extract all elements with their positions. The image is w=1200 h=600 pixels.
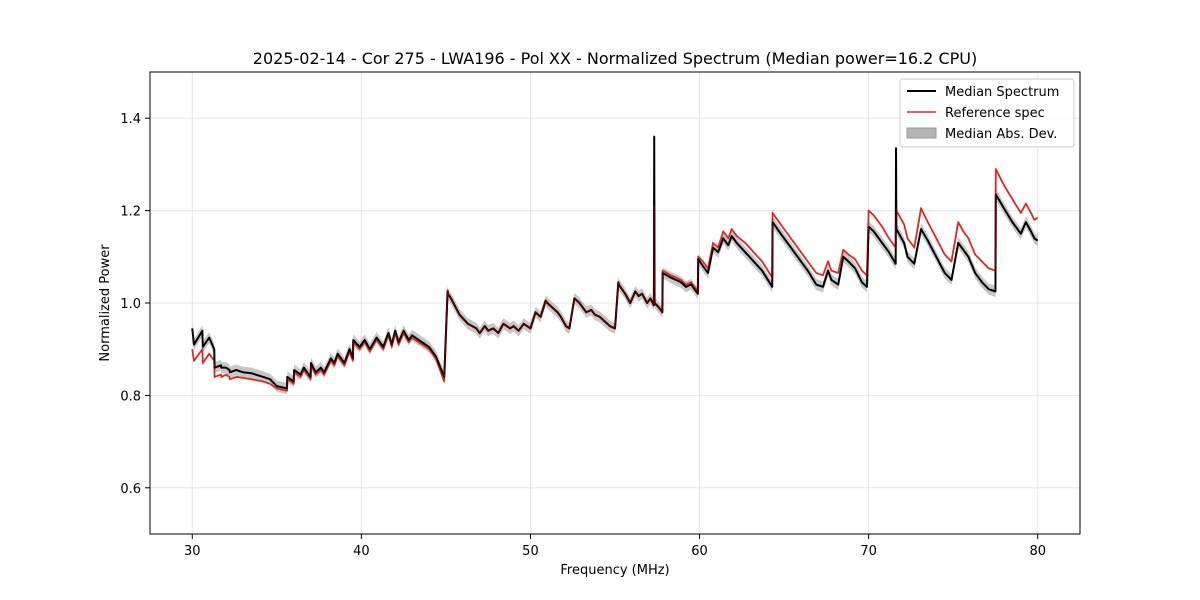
- legend: Median Spectrum Reference spec Median Ab…: [899, 78, 1075, 148]
- y-tick-label: 1.2: [120, 205, 141, 220]
- x-axis-label: Frequency (MHz): [560, 563, 669, 578]
- legend-label-mad: Median Abs. Dev.: [945, 127, 1057, 142]
- x-tick-label: 70: [860, 544, 877, 559]
- reference-line: [191, 168, 1039, 392]
- legend-label-median: Median Spectrum: [945, 85, 1059, 100]
- x-tick-label: 40: [353, 544, 370, 559]
- mad-band: [192, 131, 1038, 395]
- x-tick-label: 30: [184, 544, 201, 559]
- y-tick-label: 1.4: [120, 112, 141, 127]
- y-tick-label: 1.0: [120, 297, 141, 312]
- y-axis-label: Normalized Power: [98, 244, 113, 362]
- y-tick-label: 0.8: [120, 389, 141, 404]
- x-tick-label: 60: [691, 544, 708, 559]
- reference-overlay: [191, 168, 1039, 392]
- legend-box: [899, 78, 1075, 148]
- y-tick-label: 0.6: [120, 482, 141, 497]
- plot-area: [191, 131, 1039, 395]
- legend-label-reference: Reference spec: [945, 106, 1045, 121]
- grid-layer: [150, 72, 1080, 534]
- x-tick-label: 80: [1029, 544, 1046, 559]
- chart-title: 2025-02-14 - Cor 275 - LWA196 - Pol XX -…: [253, 49, 977, 68]
- legend-swatch-mad: [906, 127, 937, 139]
- tick-layer: 30 40 50 60 70 80 0.6 0.8 1.0 1.2 1.4: [120, 112, 1046, 559]
- x-tick-label: 50: [522, 544, 539, 559]
